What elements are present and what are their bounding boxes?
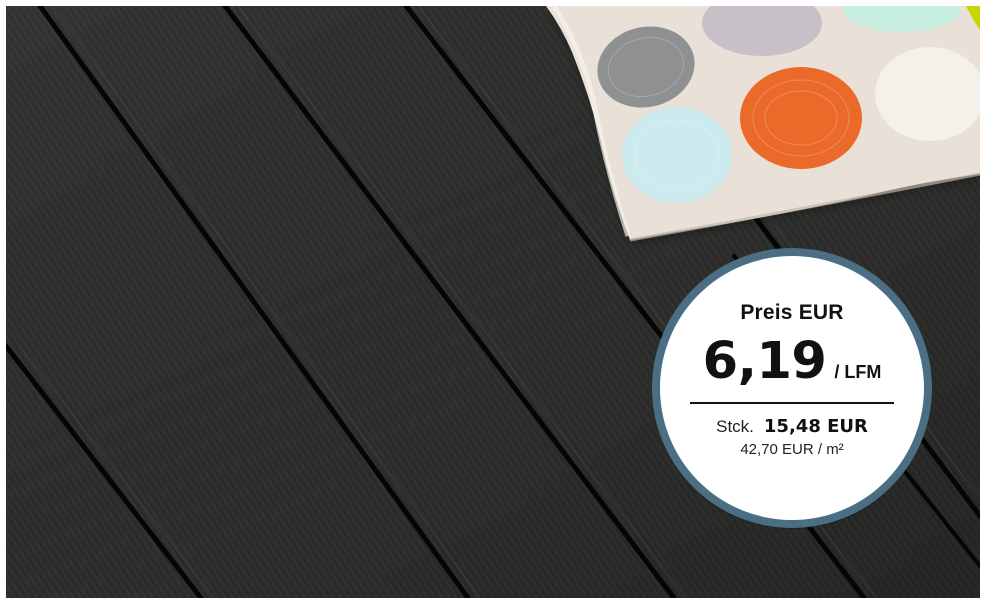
- piece-price: 15,48 EUR: [763, 416, 868, 437]
- price-per-lfm: 6,19: [702, 332, 827, 391]
- lilac-dot: [702, 6, 822, 56]
- white-dot: [875, 47, 980, 141]
- piece-label: Stck.: [716, 417, 754, 436]
- price-badge: Preis EUR 6,19/ LFM Stck. 15,48 EUR 42,70…: [652, 248, 932, 528]
- price-line: 6,19/ LFM: [660, 336, 924, 387]
- pale-cyan-dot-top: [843, 6, 961, 32]
- polka-dot-cushion: [546, 6, 980, 242]
- pale-cyan-dot-left: [622, 107, 732, 203]
- square-meter-price: 42,70 EUR / m²: [740, 441, 844, 458]
- yellow-edge: [966, 6, 980, 30]
- price-title: Preis EUR: [740, 301, 844, 324]
- orange-dot: [740, 67, 862, 169]
- price-unit: / LFM: [834, 362, 882, 382]
- price-divider: [690, 402, 894, 404]
- piece-price-line: Stck. 15,48 EUR: [660, 416, 924, 437]
